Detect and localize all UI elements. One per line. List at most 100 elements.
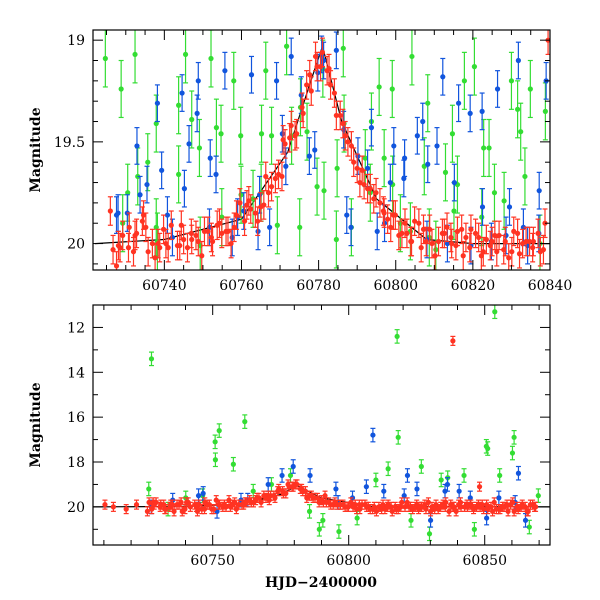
bottom-green-point — [471, 526, 477, 532]
top-x-tick-label: 60820 — [451, 278, 496, 294]
top-blue-point — [248, 72, 255, 78]
top-red-point — [345, 139, 351, 145]
bottom-green-point — [354, 515, 360, 521]
top-blue-point — [420, 118, 426, 125]
bottom-red-point — [232, 499, 238, 505]
top-green-point — [491, 190, 498, 196]
top-red-point — [205, 228, 211, 234]
top-blue-point — [479, 204, 486, 210]
top-blue-point — [506, 204, 513, 210]
bottom-red-point — [133, 502, 140, 508]
top-blue-point — [467, 110, 473, 116]
top-red-point — [268, 184, 275, 190]
bottom-y-tick-label: 14 — [67, 365, 85, 381]
bottom-y-tick-label: 20 — [67, 500, 85, 516]
bottom-red-point — [443, 499, 449, 505]
top-red-point — [231, 224, 237, 230]
top-red-point — [373, 190, 379, 196]
top-blue-point — [333, 47, 339, 53]
top-red-point — [163, 240, 169, 247]
bottom-red-point — [272, 495, 278, 501]
top-green-point — [118, 86, 124, 92]
bottom-red-point — [171, 508, 177, 514]
bottom-blue-point — [200, 490, 206, 497]
top-blue-point — [456, 100, 462, 106]
bottom-green-point — [306, 508, 313, 514]
top-green-point — [213, 125, 220, 131]
top-red-point — [412, 218, 418, 224]
bottom-red-point — [211, 506, 217, 512]
bottom-y-ticks: 12 14 16 18 20 — [67, 304, 550, 530]
top-red-point — [307, 72, 313, 78]
top-red-point — [294, 131, 300, 137]
top-red-point — [117, 245, 123, 251]
bottom-green-point — [418, 463, 424, 470]
top-blue-point — [440, 74, 446, 80]
top-red-point — [526, 238, 533, 245]
top-blue-point — [144, 181, 150, 188]
top-blue-point — [283, 163, 289, 169]
bottom-blue-point — [279, 472, 285, 479]
bottom-green-point — [316, 526, 322, 532]
top-red-point — [233, 212, 240, 218]
top-blue-point — [134, 143, 140, 149]
bottom-red-point — [123, 506, 129, 512]
top-red-point — [241, 218, 248, 224]
bottom-red-point — [276, 486, 282, 492]
bottom-red-point — [146, 499, 152, 505]
top-red-point — [354, 165, 360, 171]
bottom-blue-point — [496, 495, 502, 501]
top-green-point — [125, 190, 131, 196]
top-green-point — [381, 155, 387, 161]
top-red-point — [133, 230, 140, 236]
top-green-point — [334, 165, 340, 171]
bottom-data-points — [102, 305, 541, 542]
top-blue-point — [536, 188, 542, 194]
top-y-tick-label: 19.5 — [54, 135, 85, 151]
top-green-point — [542, 108, 548, 114]
top-blue-point — [279, 131, 285, 137]
top-red-point — [280, 137, 286, 143]
top-red-point — [377, 200, 383, 206]
top-blue-point — [364, 165, 371, 171]
top-red-point — [340, 120, 346, 127]
top-blue-point — [115, 210, 121, 216]
top-red-point — [530, 238, 537, 245]
top-green-point — [304, 129, 310, 135]
bottom-red-point — [194, 508, 201, 514]
bottom-green-point — [438, 477, 444, 483]
top-red-point — [279, 173, 285, 180]
top-red-point — [199, 253, 205, 259]
top-green-point — [479, 214, 485, 220]
bottom-blue-point — [307, 472, 313, 479]
bottom-green-point — [212, 457, 219, 463]
bottom-y-tick-label: 16 — [67, 410, 85, 426]
top-red-point — [219, 230, 225, 236]
top-red-point — [489, 238, 495, 245]
bottom-green-point — [230, 461, 236, 467]
top-plot-frame — [92, 29, 551, 271]
top-red-point — [511, 228, 517, 234]
top-red-point — [272, 175, 279, 182]
top-blue-point — [402, 155, 408, 161]
top-green-point — [425, 100, 431, 106]
top-x-ticks: 60740 60760 60780 60800 60820 60840 — [105, 30, 572, 294]
top-green-point — [196, 145, 203, 151]
bottom-blue-point — [522, 517, 529, 523]
top-red-point — [478, 253, 484, 259]
top-red-point — [448, 234, 454, 241]
top-green-point — [268, 133, 275, 139]
top-green-point — [283, 43, 290, 49]
top-red-point — [248, 206, 254, 212]
top-blue-point — [479, 108, 485, 114]
bottom-y-tick-label: 12 — [67, 320, 85, 336]
top-red-point — [143, 224, 149, 230]
top-red-point — [492, 232, 498, 239]
top-green-point — [522, 173, 528, 180]
top-blue-point — [222, 68, 228, 74]
bottom-red-point — [532, 504, 539, 510]
top-red-point — [195, 238, 201, 245]
top-green-point — [145, 159, 151, 165]
top-panel: 60740 60760 60780 60800 60820 60840 1919.520 … — [28, 29, 572, 294]
bottom-x-tick-label: 60800 — [326, 553, 371, 569]
